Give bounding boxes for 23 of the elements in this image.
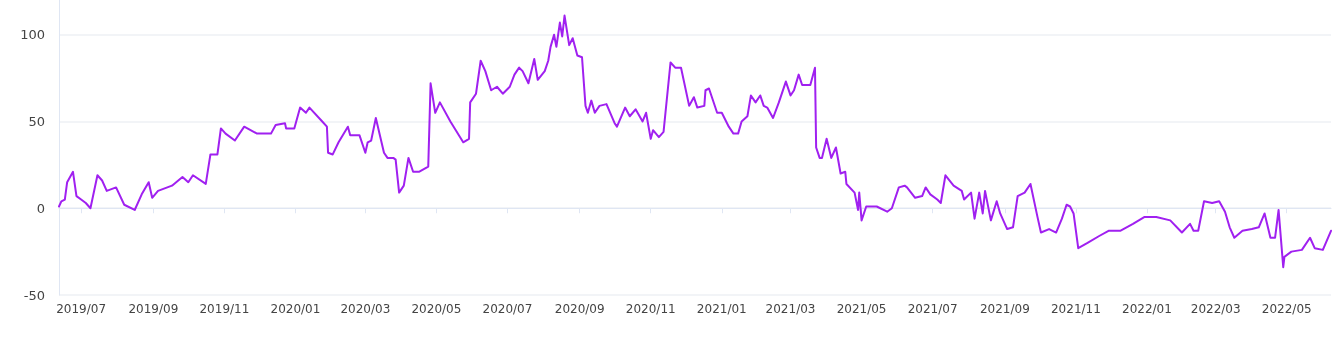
x-tick-label: 2021/03 [765,302,816,316]
x-tick-label: 2020/05 [411,302,462,316]
x-tick-label: 2019/11 [199,302,250,316]
x-tick-label: 2020/03 [340,302,391,316]
x-tick-label: 2021/05 [836,302,887,316]
x-tick-label: 2020/01 [270,302,321,316]
x-tick-label: 2019/09 [128,302,179,316]
x-tick-label: 2021/07 [907,302,958,316]
x-tick-label: 2021/09 [979,302,1030,316]
x-tick-label: 2022/01 [1122,302,1172,316]
x-tick-label: 2020/11 [625,302,676,316]
x-tick-label: 2020/07 [482,302,533,316]
x-tick-label: 2021/11 [1050,302,1101,316]
y-tick-label: 50 [28,113,45,129]
x-tick-label: 2019/07 [56,302,107,316]
x-tick-label: 2022/03 [1190,302,1241,316]
y-tick-label: -50 [23,287,45,303]
x-tick-label: 2020/09 [554,302,605,316]
line-series [58,14,1332,269]
x-tick-label: 2022/05 [1261,302,1312,316]
x-tick-label: 2021/01 [696,302,747,316]
y-tick-label: 100 [20,27,45,43]
y-tick-label: 0 [36,200,45,216]
